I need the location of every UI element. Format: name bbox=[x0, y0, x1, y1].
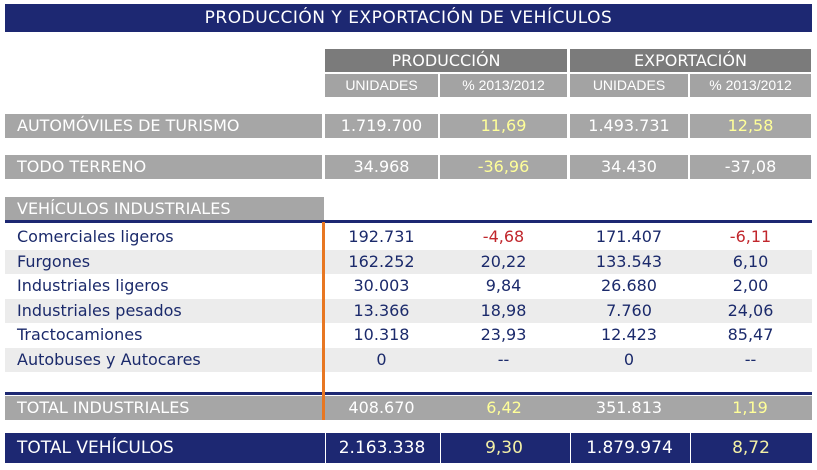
row-label: TODO TERRENO bbox=[5, 155, 322, 179]
exp-units: 34.430 bbox=[570, 155, 688, 179]
divider bbox=[5, 220, 812, 223]
prod-units: 10.318 bbox=[353, 325, 410, 345]
prod-pct: 6,42 bbox=[438, 396, 570, 420]
header-exp-unidades: UNIDADES bbox=[570, 74, 688, 97]
prod-pct: -- bbox=[497, 350, 510, 369]
header-exportacion: EXPORTACIÓN bbox=[570, 49, 811, 72]
row-label: Comerciales ligeros bbox=[17, 227, 174, 246]
orange-divider bbox=[322, 222, 325, 420]
prod-units: 1.719.700 bbox=[325, 114, 438, 138]
exp-units: 12.423 bbox=[601, 325, 657, 345]
exp-units: 133.543 bbox=[595, 251, 663, 271]
row-label: Industriales pesados bbox=[17, 300, 182, 320]
exp-units: 351.813 bbox=[568, 396, 690, 420]
header-produccion: PRODUCCIÓN bbox=[325, 49, 567, 72]
prod-pct: -36,96 bbox=[440, 155, 567, 179]
section-industriales: VEHÍCULOS INDUSTRIALES bbox=[5, 197, 324, 221]
header-prod-unidades: UNIDADES bbox=[325, 74, 438, 97]
exp-units: 1.493.731 bbox=[570, 114, 688, 138]
exp-pct: 6,10 bbox=[732, 251, 769, 271]
exp-pct: -6,11 bbox=[729, 227, 772, 246]
exp-pct: 85,47 bbox=[727, 325, 774, 345]
row-label: Autobuses y Autocares bbox=[17, 350, 201, 369]
row-label: TOTAL INDUSTRIALES bbox=[5, 396, 322, 420]
prod-units: 408.670 bbox=[323, 396, 440, 420]
prod-units: 162.252 bbox=[348, 251, 415, 271]
exp-pct: -- bbox=[744, 350, 757, 369]
prod-units: 13.366 bbox=[353, 300, 410, 320]
prod-pct: -4,68 bbox=[482, 227, 525, 246]
prod-pct: 18,98 bbox=[480, 300, 527, 320]
exp-pct: 2,00 bbox=[732, 276, 769, 296]
exp-pct: 12,58 bbox=[690, 114, 811, 138]
exp-pct: 1,19 bbox=[688, 396, 812, 420]
prod-pct: 20,22 bbox=[480, 251, 527, 271]
prod-units: 30.003 bbox=[353, 276, 410, 296]
prod-units: 0 bbox=[376, 350, 387, 369]
divider bbox=[5, 392, 812, 395]
exp-pct: 24,06 bbox=[727, 300, 774, 320]
prod-units: 192.731 bbox=[348, 227, 415, 246]
prod-pct: 9,84 bbox=[485, 276, 522, 296]
exp-pct: -37,08 bbox=[690, 155, 811, 179]
prod-pct: 11,69 bbox=[440, 114, 567, 138]
exp-units: 7.760 bbox=[606, 300, 652, 320]
prod-pct: 9,30 bbox=[440, 433, 567, 463]
row-label: Industriales ligeros bbox=[17, 276, 169, 296]
header-prod-pct: % 2013/2012 bbox=[440, 74, 567, 97]
exp-pct: 8,72 bbox=[690, 433, 811, 463]
row-label: TOTAL VEHÍCULOS bbox=[5, 433, 322, 463]
exp-units: 1.879.974 bbox=[570, 433, 688, 463]
exp-units: 0 bbox=[623, 350, 635, 369]
header-exp-pct: % 2013/2012 bbox=[690, 74, 811, 97]
row-label: Furgones bbox=[17, 251, 91, 271]
prod-pct: 23,93 bbox=[480, 325, 527, 345]
exp-units: 26.680 bbox=[601, 276, 657, 296]
exp-units: 171.407 bbox=[595, 227, 663, 246]
table-title: PRODUCCIÓN Y EXPORTACIÓN DE VEHÍCULOS bbox=[5, 4, 812, 32]
row-label: Tractocamiones bbox=[17, 325, 143, 345]
prod-units: 2.163.338 bbox=[325, 433, 438, 463]
prod-units: 34.968 bbox=[325, 155, 438, 179]
row-label: AUTOMÓVILES DE TURISMO bbox=[5, 114, 322, 138]
